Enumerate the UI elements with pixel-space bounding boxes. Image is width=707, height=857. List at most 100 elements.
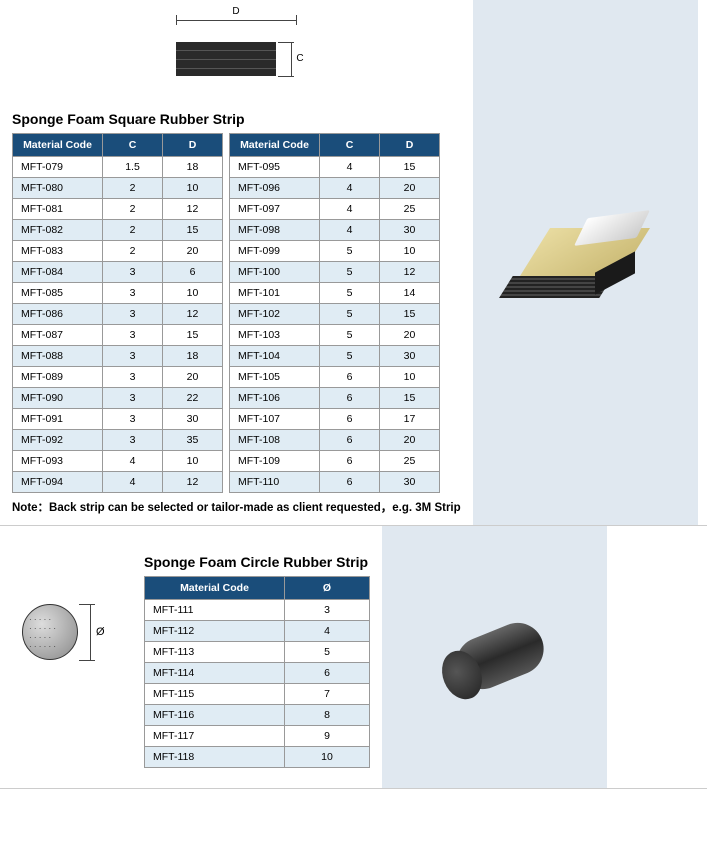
- cell-material-code: MFT-090: [13, 388, 103, 409]
- circle-diagram: Ø: [12, 554, 122, 679]
- table-row: MFT-1113: [145, 600, 370, 621]
- th-c: C: [103, 134, 163, 157]
- cell-material-code: MFT-105: [230, 367, 320, 388]
- table-row: MFT-1179: [145, 726, 370, 747]
- cell-material-code: MFT-117: [145, 726, 285, 747]
- cell-value: 18: [163, 346, 223, 367]
- cell-value: 10: [163, 178, 223, 199]
- table-row: MFT-107617: [230, 409, 440, 430]
- cell-value: 3: [103, 304, 163, 325]
- table-row: MFT-085310: [13, 283, 223, 304]
- cell-value: 30: [380, 220, 440, 241]
- circle-render-panel: [382, 526, 607, 788]
- cell-value: 3: [103, 409, 163, 430]
- cell-value: 14: [380, 283, 440, 304]
- square-diagram: D C: [12, 10, 461, 101]
- cell-value: 10: [285, 747, 370, 768]
- cell-material-code: MFT-103: [230, 325, 320, 346]
- cell-material-code: MFT-084: [13, 262, 103, 283]
- cell-value: 10: [380, 241, 440, 262]
- cell-material-code: MFT-111: [145, 600, 285, 621]
- cell-value: 18: [163, 157, 223, 178]
- cell-material-code: MFT-096: [230, 178, 320, 199]
- cell-value: 3: [285, 600, 370, 621]
- square-render-panel: [473, 0, 698, 525]
- table-row: MFT-086312: [13, 304, 223, 325]
- table-row: MFT-095415: [230, 157, 440, 178]
- cell-material-code: MFT-082: [13, 220, 103, 241]
- cell-material-code: MFT-112: [145, 621, 285, 642]
- cell-material-code: MFT-091: [13, 409, 103, 430]
- th-c: C: [320, 134, 380, 157]
- cell-value: 15: [380, 157, 440, 178]
- th-material-code: Material Code: [13, 134, 103, 157]
- cell-material-code: MFT-088: [13, 346, 103, 367]
- table-row: MFT-102515: [230, 304, 440, 325]
- circle-left: Ø Sponge Foam Circle Rubber Strip Materi…: [0, 526, 382, 788]
- cell-value: 22: [163, 388, 223, 409]
- cell-material-code: MFT-104: [230, 346, 320, 367]
- cell-material-code: MFT-101: [230, 283, 320, 304]
- cell-material-code: MFT-110: [230, 472, 320, 493]
- cell-value: 3: [103, 283, 163, 304]
- table-row: MFT-088318: [13, 346, 223, 367]
- cell-value: 35: [163, 430, 223, 451]
- table-row: MFT-097425: [230, 199, 440, 220]
- cell-value: 9: [285, 726, 370, 747]
- cell-value: 10: [163, 283, 223, 304]
- table-row: MFT-1157: [145, 684, 370, 705]
- table-row: MFT-1124: [145, 621, 370, 642]
- cell-value: 20: [380, 325, 440, 346]
- cell-value: 6: [285, 663, 370, 684]
- cell-value: 5: [285, 642, 370, 663]
- square-3d-render: [515, 218, 655, 308]
- cell-value: 4: [285, 621, 370, 642]
- cell-value: 3: [103, 388, 163, 409]
- table-row: MFT-103520: [230, 325, 440, 346]
- cell-value: 12: [380, 262, 440, 283]
- cell-material-code: MFT-102: [230, 304, 320, 325]
- cell-value: 4: [320, 220, 380, 241]
- table-row: MFT-104530: [230, 346, 440, 367]
- cell-value: 7: [285, 684, 370, 705]
- cell-value: 3: [103, 325, 163, 346]
- table-row: MFT-087315: [13, 325, 223, 346]
- table-row: MFT-109625: [230, 451, 440, 472]
- cell-material-code: MFT-094: [13, 472, 103, 493]
- square-left: D C Sponge Foam Square Rubber Strip Mate…: [0, 0, 473, 525]
- table-row: MFT-08436: [13, 262, 223, 283]
- cell-material-code: MFT-087: [13, 325, 103, 346]
- cell-value: 15: [380, 388, 440, 409]
- table-row: MFT-108620: [230, 430, 440, 451]
- cell-material-code: MFT-116: [145, 705, 285, 726]
- cell-value: 6: [320, 409, 380, 430]
- cell-value: 2: [103, 220, 163, 241]
- table-row: MFT-082215: [13, 220, 223, 241]
- dim-diam-label: Ø: [96, 626, 105, 638]
- cell-material-code: MFT-100: [230, 262, 320, 283]
- table-row: MFT-100512: [230, 262, 440, 283]
- table-row: MFT-094412: [13, 472, 223, 493]
- table-row: MFT-105610: [230, 367, 440, 388]
- cell-value: 5: [320, 262, 380, 283]
- cell-value: 5: [320, 325, 380, 346]
- table-row: MFT-080210: [13, 178, 223, 199]
- cell-material-code: MFT-107: [230, 409, 320, 430]
- cell-value: 30: [163, 409, 223, 430]
- cell-value: 5: [320, 346, 380, 367]
- cell-value: 15: [380, 304, 440, 325]
- table-row: MFT-11810: [145, 747, 370, 768]
- cell-material-code: MFT-085: [13, 283, 103, 304]
- cell-material-code: MFT-118: [145, 747, 285, 768]
- cell-material-code: MFT-079: [13, 157, 103, 178]
- cell-value: 3: [103, 430, 163, 451]
- cell-value: 3: [103, 367, 163, 388]
- circle-table: Material Code Ø MFT-1113MFT-1124MFT-1135…: [144, 576, 370, 768]
- cell-value: 17: [380, 409, 440, 430]
- cell-value: 3: [103, 262, 163, 283]
- cell-value: 10: [163, 451, 223, 472]
- cell-value: 6: [320, 472, 380, 493]
- cell-material-code: MFT-080: [13, 178, 103, 199]
- cell-material-code: MFT-095: [230, 157, 320, 178]
- cell-material-code: MFT-099: [230, 241, 320, 262]
